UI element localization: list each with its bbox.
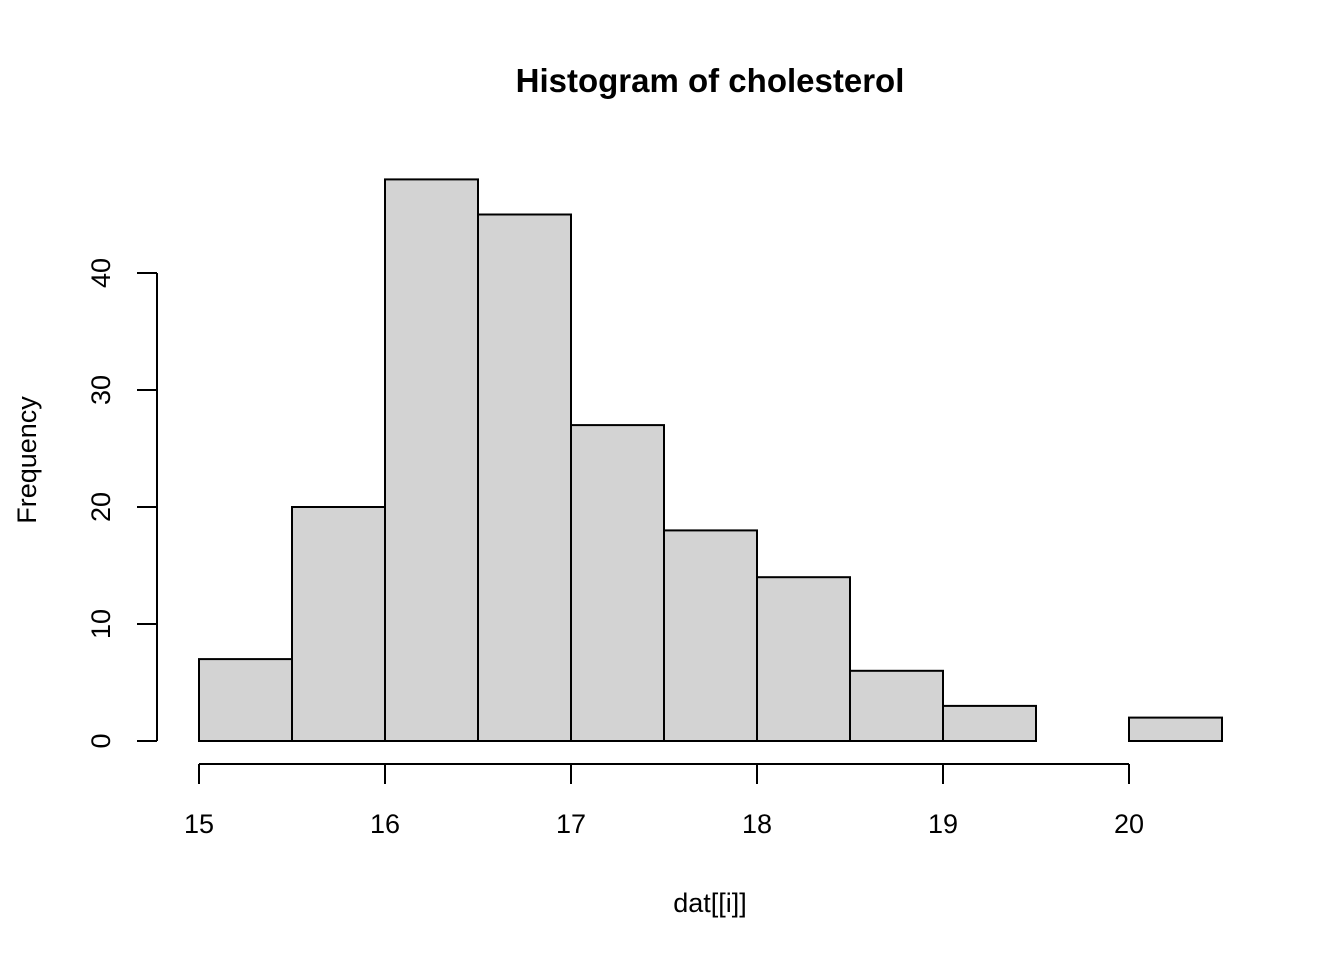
x-axis: 15 16 17 18 19 20 — [184, 763, 1144, 839]
x-tick-label: 15 — [184, 809, 214, 839]
histogram-bar — [942, 704, 1037, 743]
histogram-bar — [384, 178, 479, 742]
x-tick-label: 20 — [1114, 809, 1144, 839]
x-tick-label: 17 — [556, 809, 586, 839]
bars-group — [198, 178, 1223, 743]
y-tick-label: 40 — [86, 258, 116, 288]
histogram-bar — [849, 669, 944, 742]
histogram-bar — [756, 576, 851, 743]
y-tick-label: 20 — [86, 492, 116, 522]
histogram-bar — [663, 529, 758, 743]
y-tick-label: 0 — [86, 733, 116, 748]
x-tick-label: 16 — [370, 809, 400, 839]
x-tick-label: 18 — [742, 809, 772, 839]
y-tick-label: 30 — [86, 375, 116, 405]
y-axis-label: Frequency — [12, 396, 42, 524]
histogram-bar — [198, 658, 293, 742]
x-axis-label: dat[[i]] — [673, 888, 747, 918]
chart-title: Histogram of cholesterol — [516, 62, 905, 99]
histogram-bar — [291, 506, 386, 742]
x-tick-label: 19 — [928, 809, 958, 839]
y-axis: 0 10 20 30 40 — [86, 258, 158, 749]
histogram-bar — [477, 213, 572, 742]
histogram-bar — [570, 424, 665, 742]
histogram-bar — [1128, 716, 1223, 742]
y-tick-label: 10 — [86, 609, 116, 639]
